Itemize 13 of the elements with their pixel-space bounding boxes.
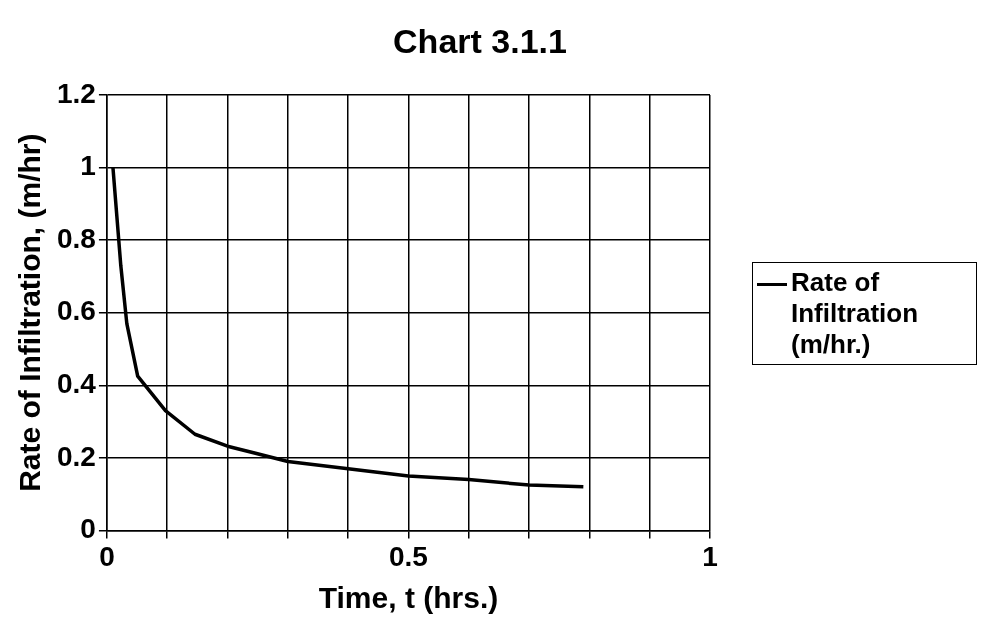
y-tick-label: 1.2: [56, 77, 96, 109]
legend-label: Rate of Infiltration (m/hr.): [791, 267, 920, 360]
y-axis-title: Rate of Infiltration, (m/hr): [13, 133, 47, 492]
y-tick-label: 0.2: [56, 440, 96, 472]
x-axis-title: Time, t (hrs.): [318, 581, 499, 615]
y-tick-label: 1: [80, 150, 96, 182]
x-tick-label: 0.5: [388, 540, 428, 572]
chart-title: Chart 3.1.1: [392, 22, 568, 61]
y-tick-label: 0: [80, 513, 96, 545]
y-tick-label: 0.6: [56, 295, 96, 327]
y-tick-label: 0.4: [56, 367, 97, 399]
y-tick-label: 0.8: [56, 222, 96, 254]
x-tick-label: 1: [702, 540, 718, 572]
